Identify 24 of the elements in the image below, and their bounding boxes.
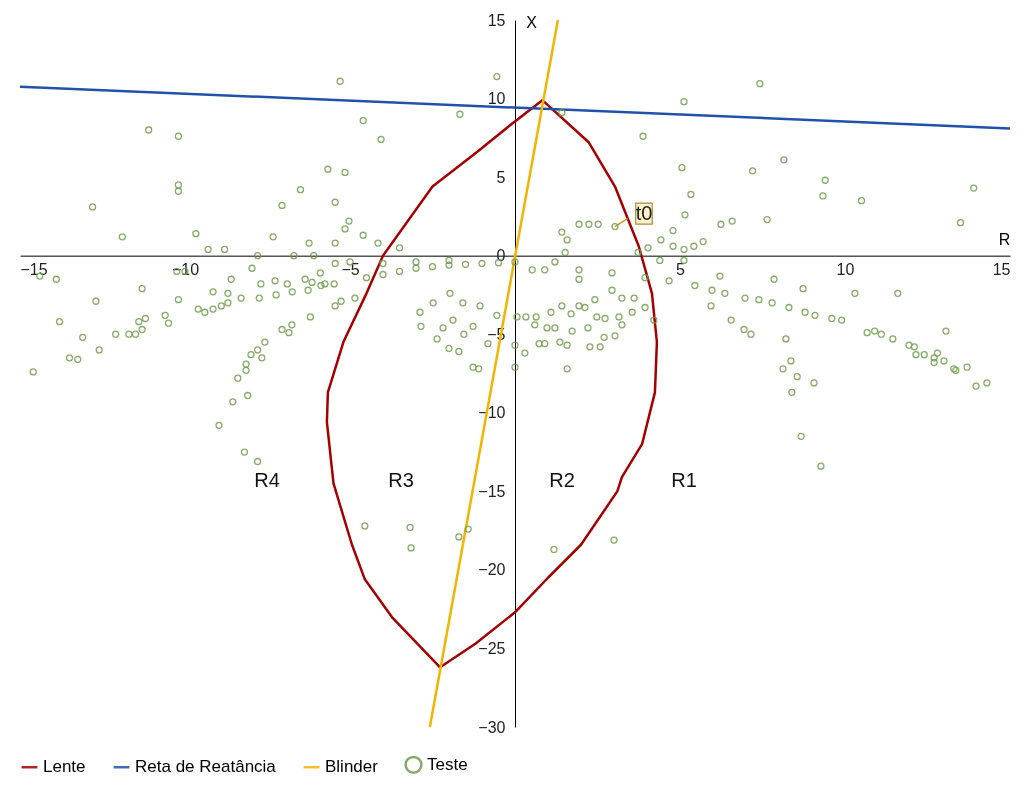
x-tick-label: 10	[836, 261, 855, 279]
legend-label: Reta de Reatância	[135, 757, 277, 777]
legend-label: Teste	[427, 754, 468, 774]
x-tick-label: 15	[992, 261, 1011, 279]
x-tick-label: 5	[676, 261, 686, 279]
y-tick-label: −25	[478, 639, 506, 657]
y-tick-label: −20	[478, 561, 506, 579]
x-tick-label: −10	[171, 261, 200, 279]
annotation: R2	[549, 469, 575, 491]
y-tick-label: 5	[496, 168, 506, 186]
y-axis-title: X	[526, 13, 538, 31]
annotation: R4	[254, 469, 280, 491]
annotation: R1	[671, 469, 697, 491]
y-tick-label: 10	[487, 90, 506, 108]
y-tick-label: −15	[478, 482, 506, 500]
x-axis-title: R	[998, 231, 1011, 249]
x-tick-label: −15	[20, 261, 48, 279]
y-tick-label: 15	[487, 11, 506, 29]
annotation: R3	[388, 469, 414, 491]
legend-label: Blinder	[325, 757, 379, 777]
legend-label: Lente	[43, 757, 86, 777]
x-tick-label: −5	[341, 261, 360, 279]
y-tick-label: −30	[478, 718, 506, 736]
annotation: t0	[635, 201, 653, 224]
